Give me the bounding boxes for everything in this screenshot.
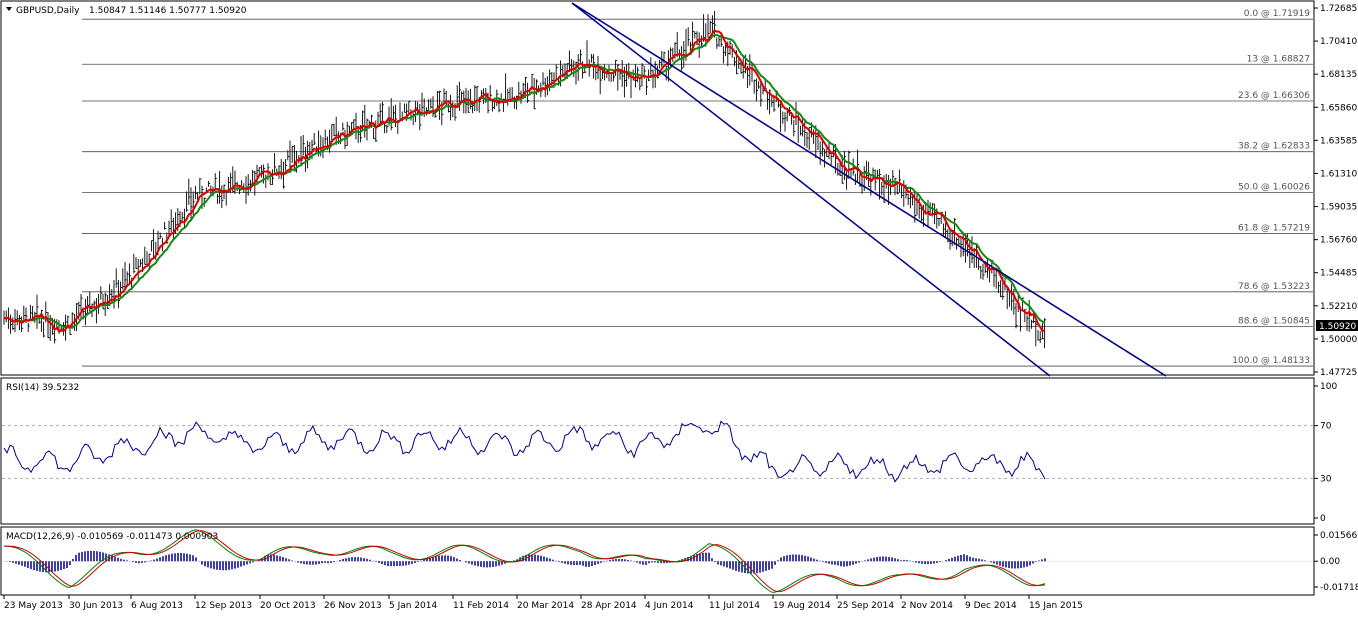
rsi-axis-label: 0	[1320, 514, 1326, 524]
price-axis-label: 1.63585	[1320, 136, 1357, 146]
price-bars	[3, 11, 1047, 349]
price-axis-label: 1.65860	[1320, 103, 1357, 113]
time-axis-label: 2 Nov 2014	[901, 601, 953, 611]
main-panel-frame	[0, 0, 1315, 376]
time-axis-label: 19 Aug 2014	[773, 601, 831, 611]
time-axis-label: 26 Nov 2013	[324, 601, 382, 611]
macd-axis-label: 0.015669	[1320, 531, 1358, 541]
channel-lower-line	[571, 2, 1051, 377]
price-axis-label: 1.50000	[1320, 335, 1357, 345]
price-axis-label: 1.70410	[1320, 37, 1357, 47]
time-axis-label: 11 Feb 2014	[453, 601, 509, 611]
time-axis-label: 5 Jan 2014	[389, 601, 437, 611]
macd-header: MACD(12,26,9) -0.010569 -0.011473 0.0009…	[6, 532, 218, 542]
fib-label: 88.6 @ 1.50845	[1238, 317, 1310, 327]
time-axis-label: 6 Aug 2013	[131, 601, 183, 611]
symbol-dropdown-icon[interactable]	[6, 7, 12, 11]
rsi-series	[2, 420, 1313, 483]
price-axis-label: 1.52210	[1320, 302, 1357, 312]
rsi-axis-label: 100	[1320, 382, 1337, 392]
price-axis-label: 1.68135	[1320, 70, 1357, 80]
fib-label: 100.0 @ 1.48133	[1232, 356, 1310, 366]
fibonacci-levels: 0.0 @ 1.71919 13 @ 1.68827 23.6 @ 1.66306 3…	[82, 9, 1313, 367]
rsi-header: RSI(14) 39.5232	[6, 383, 79, 393]
channel-upper-line	[571, 2, 1167, 377]
macd-axis-label: -0.01718	[1320, 583, 1358, 593]
rsi-axis-label: 70	[1320, 422, 1332, 432]
time-axis-label: 23 May 2013	[4, 601, 63, 611]
moving-averages	[3, 29, 1046, 333]
current-price-tag	[1316, 320, 1358, 331]
descending-channel	[571, 2, 1167, 377]
macd-series	[2, 529, 1313, 593]
time-axis-label: 15 Jan 2015	[1029, 601, 1083, 611]
price-axis-label: 1.72685	[1320, 4, 1357, 14]
axes: 1.72685 1.70410 1.68135 1.65860 1.63585 1.613…	[3, 4, 1358, 611]
rsi-panel-frame	[0, 377, 1315, 525]
macd-axis-label: 0.00	[1320, 557, 1340, 567]
fib-label: 23.6 @ 1.66306	[1238, 91, 1310, 101]
price-axis-label: 1.61310	[1320, 169, 1357, 179]
price-axis-label: 1.56760	[1320, 236, 1357, 246]
ma-fast-line	[3, 29, 1045, 333]
rsi-axis-label: 30	[1320, 474, 1332, 484]
symbol-label: GBPUSD,Daily	[16, 6, 80, 16]
time-axis-label: 9 Dec 2014	[965, 601, 1017, 611]
time-axis-label: 30 Jun 2013	[69, 601, 123, 611]
time-axis-label: 28 Apr 2014	[581, 601, 637, 611]
price-axis-label: 1.59035	[1320, 203, 1357, 213]
price-axis-label: 1.54485	[1320, 269, 1357, 279]
time-axis-label: 11 Jul 2014	[709, 601, 760, 611]
fib-label: 13 @ 1.68827	[1247, 54, 1310, 64]
time-axis-label: 25 Sep 2014	[837, 601, 894, 611]
ohlc-values: 1.50847 1.51146 1.50777 1.50920	[89, 6, 247, 16]
fib-label: 0.0 @ 1.71919	[1244, 9, 1311, 19]
fib-label: 50.0 @ 1.60026	[1238, 183, 1310, 193]
time-axis-label: 20 Mar 2014	[517, 601, 574, 611]
time-axis-label: 20 Oct 2013	[260, 601, 316, 611]
current-price-label: 1.50920	[1319, 322, 1356, 332]
macd-main-line	[3, 529, 1046, 593]
time-axis-label: 4 Jun 2014	[645, 601, 694, 611]
price-axis-label: 1.47725	[1320, 368, 1357, 378]
time-axis-label: 12 Sep 2013	[195, 601, 252, 611]
ma-slow-line	[3, 34, 1046, 329]
fib-label: 38.2 @ 1.62833	[1238, 142, 1310, 152]
fib-label: 61.8 @ 1.57219	[1238, 224, 1310, 234]
rsi-line	[3, 420, 1046, 483]
fib-label: 78.6 @ 1.53223	[1238, 282, 1310, 292]
macd-signal-line	[3, 530, 1046, 593]
